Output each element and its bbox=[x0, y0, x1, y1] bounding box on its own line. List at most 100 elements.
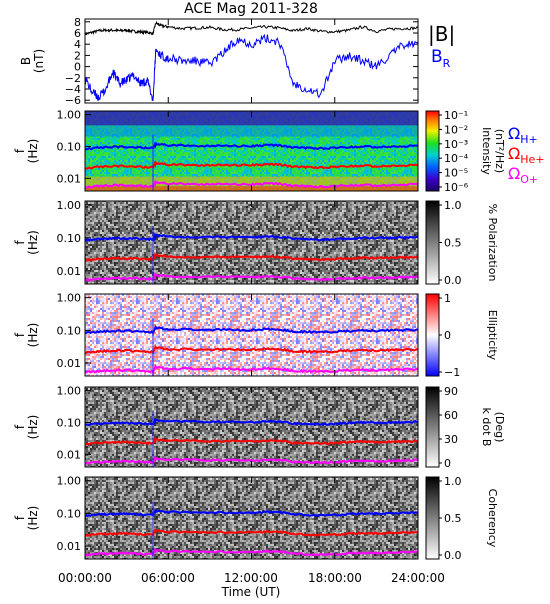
colorbar-ellipticity bbox=[425, 293, 440, 377]
gyro-line-omega-o bbox=[85, 363, 418, 375]
ytick-label-bfield: 6 bbox=[74, 27, 81, 40]
gyro-line-omega-h bbox=[85, 417, 418, 427]
colorbar-polarization bbox=[425, 200, 440, 285]
ytick-label-bfield: −2 bbox=[65, 72, 81, 85]
bfield-legend: |B| BR bbox=[428, 22, 455, 70]
x-tick-label-3: 18:00:00 bbox=[308, 571, 362, 585]
gyro-line-omega-o bbox=[85, 180, 418, 189]
colorbar-units-intensity: (nT²/Hz) bbox=[493, 129, 506, 173]
gyro-line-omega-o bbox=[85, 272, 418, 282]
x-axis: 00:00:00 06:00:00 12:00:00 18:00:00 24:0… bbox=[58, 571, 445, 599]
ytick-label-bfield: 2 bbox=[74, 49, 81, 62]
gyro-line-omega-he bbox=[85, 252, 418, 262]
colorbar-tick-label: 1.0 bbox=[444, 199, 462, 212]
ytick-label-freq: 1.00 bbox=[57, 385, 82, 398]
gyro-line-omega-he bbox=[85, 343, 418, 355]
ylabel-top-polarization: f bbox=[13, 240, 27, 245]
spectrogram-coherency bbox=[85, 477, 418, 559]
ytick-label-freq: 0.01 bbox=[57, 357, 82, 370]
ytick-label-freq: 0.10 bbox=[57, 507, 82, 520]
ylabel-top-coherency: f bbox=[13, 515, 27, 520]
spectrogram-kdotb bbox=[85, 387, 418, 467]
legend-omega-he-sub: He+ bbox=[520, 153, 544, 166]
panel-coherency: f (Hz) 1.00 0.10 0.01 1.0 0.5 0.0 Coherency bbox=[13, 475, 499, 562]
ytick-label-freq: 0.01 bbox=[57, 172, 82, 185]
ytick-label-freq: 1.00 bbox=[57, 109, 82, 122]
x-tick-label-0: 00:00:00 bbox=[58, 571, 112, 585]
ylabel-top-b-field: B bbox=[19, 57, 33, 65]
colorbar-tick-label: 30 bbox=[444, 433, 458, 446]
colorbar-tick-label: 10⁻¹ bbox=[444, 109, 468, 122]
colorbar-units-kdotb: (Deg) bbox=[493, 412, 506, 443]
colorbar-intensity bbox=[425, 110, 440, 192]
ytick-label-bfield: 4 bbox=[74, 38, 81, 51]
ytick-label-freq: 1.00 bbox=[57, 199, 82, 212]
colorbar-kdotb bbox=[425, 386, 440, 468]
colorbar-label-kdotb: k dot B bbox=[480, 408, 493, 447]
legend-b-magnitude: |B| bbox=[428, 22, 455, 46]
panel-intensity: f (Hz) 1.00 0.10 0.01 10⁻¹10⁻² 10⁻³10⁻⁴ 10⁻⁵10⁻… bbox=[13, 109, 506, 194]
ytick-label-freq: 1.00 bbox=[57, 475, 82, 488]
panel-ellipticity: f (Hz) 1.00 0.10 0.01 1 0 −1 Ellipticity bbox=[13, 292, 499, 379]
gyro-line-omega-h bbox=[85, 324, 418, 335]
gyro-legend: ΩH+ ΩHe+ ΩO+ bbox=[508, 124, 545, 186]
ytick-label-bfield: −4 bbox=[65, 83, 81, 96]
gyro-line-omega-he bbox=[85, 160, 418, 170]
colorbar-tick-label: 0 bbox=[444, 329, 451, 342]
colorbar-label-coherency: Coherency bbox=[486, 489, 499, 548]
x-tick-label-2: 12:00:00 bbox=[224, 571, 278, 585]
legend-omega-he-main: Ω bbox=[508, 144, 520, 163]
legend-omega-o-sub: O+ bbox=[520, 173, 538, 186]
ylabel-top-intensity: f bbox=[13, 148, 27, 153]
ytick-label-freq: 0.01 bbox=[57, 448, 82, 461]
legend-b-radial-main: B bbox=[431, 47, 443, 67]
colorbar-tick-label: 90 bbox=[444, 385, 458, 398]
panel-frame-kdotb bbox=[84, 386, 419, 468]
ylabel-units-polarization: (Hz) bbox=[26, 230, 40, 255]
gyro-line-omega-h bbox=[85, 232, 418, 243]
chart-title: ACE Mag 2011-328 bbox=[184, 1, 318, 17]
series-line-b-radial bbox=[85, 33, 418, 102]
ytick-label-freq: 0.10 bbox=[57, 416, 82, 429]
gyro-line-omega-o bbox=[85, 455, 418, 465]
gyro-line-omega-o bbox=[85, 547, 418, 557]
gyro-line-omega-h bbox=[85, 141, 418, 151]
colorbar-tick-label: 1.0 bbox=[444, 475, 462, 488]
spectrogram-polarization bbox=[85, 201, 418, 284]
legend-omega-o: ΩO+ bbox=[508, 164, 538, 186]
panel-frame-polarization bbox=[84, 200, 419, 285]
ylabel-units-coherency: (Hz) bbox=[26, 506, 40, 531]
legend-b-radial-sub: R bbox=[443, 57, 451, 70]
legend-omega-h-sub: H+ bbox=[520, 133, 538, 146]
legend-omega-h: ΩH+ bbox=[508, 124, 538, 146]
legend-b-radial: BR bbox=[431, 47, 451, 70]
spectrogram-band-mid bbox=[85, 125, 418, 137]
colorbar-tick-label: 10⁻³ bbox=[444, 138, 468, 151]
colorbar-coherency bbox=[425, 476, 440, 560]
ylabel-top-kdotb: f bbox=[13, 424, 27, 429]
ytick-label-freq: 0.10 bbox=[57, 232, 82, 245]
series-line-b-magnitude bbox=[85, 20, 418, 36]
colorbar-tick-label: 10⁻⁶ bbox=[444, 181, 469, 194]
colorbar-tick-label: 10⁻⁵ bbox=[444, 167, 468, 180]
legend-omega-h-main: Ω bbox=[508, 124, 520, 143]
colorbar-tick-label: −1 bbox=[444, 366, 460, 379]
gyro-line-omega-h bbox=[85, 508, 418, 518]
ytick-label-freq: 0.01 bbox=[57, 540, 82, 553]
colorbar-tick-label: 1 bbox=[444, 292, 451, 305]
ylabel-top-ellipticity: f bbox=[13, 332, 27, 337]
ylabel-units-b-field: (nT) bbox=[32, 49, 46, 73]
colorbar-tick-label: 10⁻⁴ bbox=[444, 152, 469, 165]
colorbar-tick-label: 0.0 bbox=[444, 549, 462, 562]
panel-kdotb: f (Hz) 1.00 0.10 0.01 90 60 30 0 k dot B (Deg) bbox=[13, 385, 506, 470]
colorbar-tick-label: 60 bbox=[444, 409, 458, 422]
colorbar-label-ellipticity: Ellipticity bbox=[486, 310, 499, 361]
legend-omega-o-main: Ω bbox=[508, 164, 520, 183]
gyro-line-omega-he bbox=[85, 436, 418, 446]
panel-frame-b-field bbox=[84, 18, 419, 104]
colorbar-label-intensity: Intensity bbox=[480, 127, 493, 175]
panel-frame-intensity bbox=[84, 110, 419, 192]
ytick-label-freq: 0.10 bbox=[57, 140, 82, 153]
panel-polarization: f (Hz) 1.00 0.10 0.01 1.0 0.5 0.0 % Polarization bbox=[13, 199, 499, 287]
